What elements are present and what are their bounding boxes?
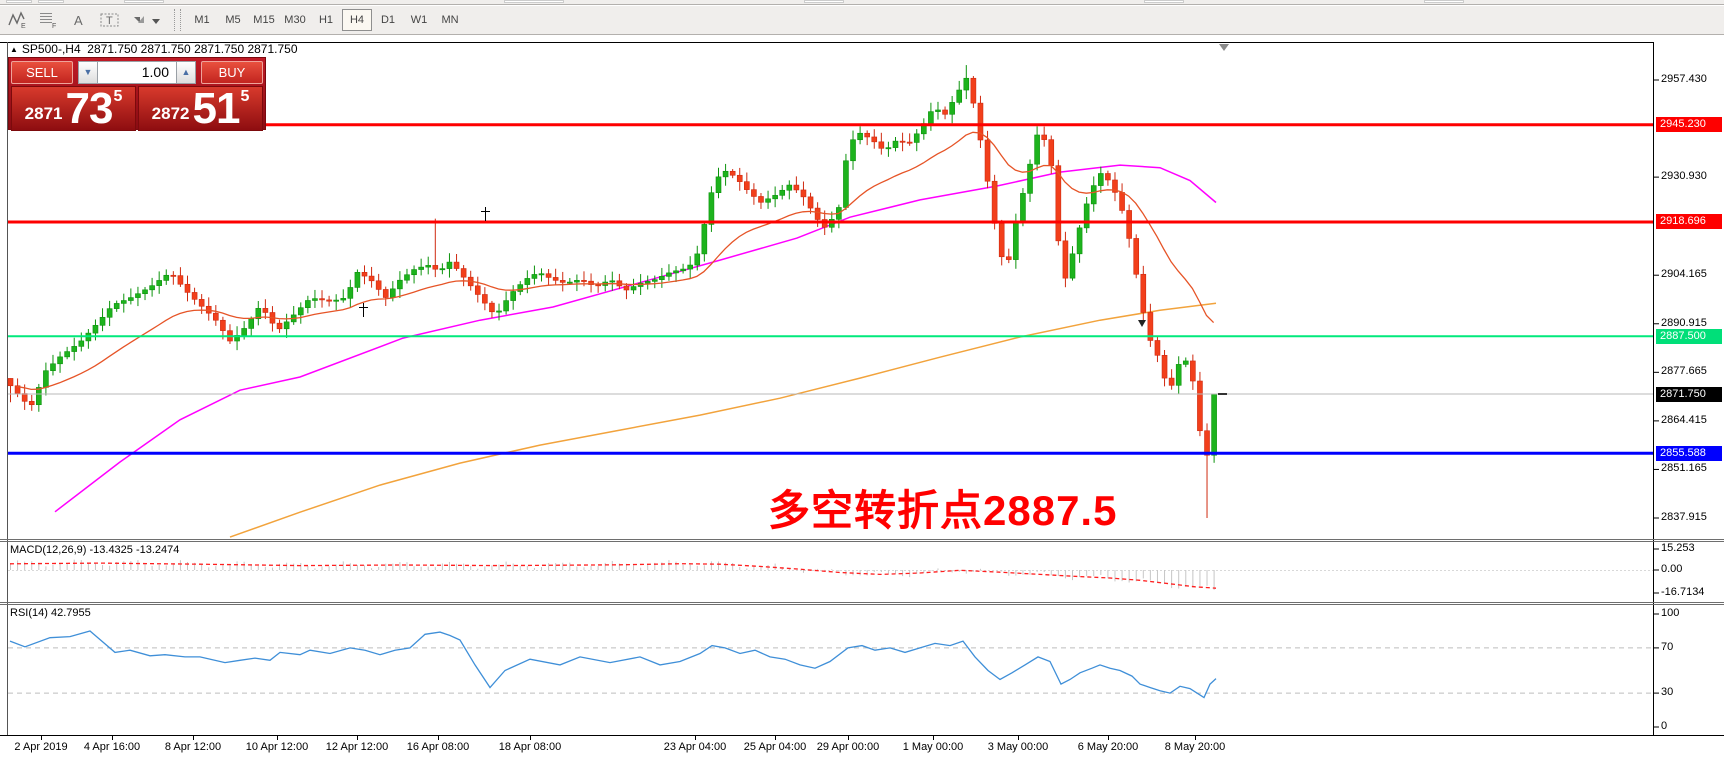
time-tick-label: 3 May 00:00 [987, 741, 1049, 753]
cropped-toolbar-strip [0, 0, 1724, 5]
sell-price-big: 73 [65, 84, 113, 133]
last-price-dash [1218, 393, 1227, 395]
mid-ma-line [54, 164, 1217, 513]
timeframe-button-W1[interactable]: W1 [410, 14, 428, 26]
cropped-button [504, 0, 564, 3]
time-tick-label: 23 Apr 04:00 [663, 741, 727, 753]
price-badge-2945.230: 2945.230 [1656, 117, 1722, 132]
timeframe-button-D1[interactable]: D1 [380, 14, 396, 26]
time-tick-label: 10 Apr 12:00 [245, 741, 309, 753]
macd-indicator-label: MACD(12,26,9) -13.4325 -13.2474 [10, 544, 180, 556]
symbol-period-label: SP500-,H4 [21, 42, 81, 56]
time-tick-label: 8 May 20:00 [1164, 741, 1226, 753]
rsi-tick-70: 70 [1661, 641, 1674, 653]
text-box-icon: T [100, 13, 119, 27]
text-box-tool-button[interactable]: T [96, 8, 124, 32]
price-tick-2957.430: 2957.430 [1661, 73, 1707, 85]
cropped-button [6, 0, 32, 3]
macd-histogram [10, 559, 1215, 590]
price-tick-2837.915: 2837.915 [1661, 511, 1707, 523]
chart-title: ▲ SP500-,H4 2871.750 2871.750 2871.750 28… [10, 42, 298, 56]
arrows-tool-button[interactable] [127, 8, 165, 32]
rsi-indicator-label: RSI(14) 42.7955 [10, 607, 91, 619]
elliott-wave-icon: E [8, 11, 26, 29]
timeframe-button-M15[interactable]: M15 [253, 14, 275, 26]
cropped-button [1424, 0, 1464, 3]
price-tick-2904.165: 2904.165 [1661, 268, 1707, 280]
price-tick-2890.915: 2890.915 [1661, 317, 1707, 329]
time-tick-label: 1 May 00:00 [902, 741, 964, 753]
price-tick-2930.930: 2930.930 [1661, 170, 1707, 182]
volume-decrease-button[interactable]: ▼ [78, 61, 98, 84]
rsi-line [9, 630, 1217, 699]
cropped-button [124, 0, 164, 3]
rsi-tick-30: 30 [1661, 686, 1674, 698]
chart-shift-marker [1219, 44, 1229, 51]
sell-price-display[interactable]: 2871 73 5 [11, 86, 136, 131]
timeframe-button-H1[interactable]: H1 [318, 14, 334, 26]
time-tick-label: 25 Apr 04:00 [743, 741, 807, 753]
elliott-wave-tool-button[interactable]: E [3, 8, 31, 32]
price-tick-2864.415: 2864.415 [1661, 414, 1707, 426]
fast-ma-line [16, 131, 1215, 391]
buy-price-display[interactable]: 2872 51 5 [138, 86, 263, 131]
sell-price-small: 2871 [24, 104, 63, 123]
macd-tick--16.7134: -16.7134 [1661, 586, 1705, 598]
text-label-tool-button[interactable]: A [65, 8, 93, 32]
svg-text:E: E [21, 23, 26, 29]
price-tick-2851.165: 2851.165 [1661, 462, 1707, 474]
ohlc-values: 2871.750 2871.750 2871.750 2871.750 [87, 42, 298, 56]
fibonacci-grid-icon: F [40, 13, 56, 29]
rsi-tick-0: 0 [1661, 720, 1668, 732]
timeframe-button-MN[interactable]: MN [441, 14, 459, 26]
collapse-triangle-icon: ▲ [10, 45, 18, 54]
cropped-button [38, 0, 64, 3]
timeframe-button-M1[interactable]: M1 [194, 14, 210, 26]
timeframe-button-H4[interactable]: H4 [342, 9, 372, 31]
text-label-icon: A [74, 13, 83, 28]
cropped-button [1144, 0, 1184, 3]
price-badge-2887.500: 2887.500 [1656, 329, 1722, 344]
time-tick-label: 8 Apr 12:00 [164, 741, 222, 753]
fibonacci-grid-tool-button[interactable]: F [34, 8, 62, 32]
time-tick-label: 2 Apr 2019 [14, 741, 68, 753]
time-tick-label: 16 Apr 08:00 [406, 741, 470, 753]
svg-text:A: A [74, 13, 83, 28]
sell-price-sup: 5 [113, 88, 123, 105]
toolbar-separator [174, 9, 181, 31]
buy-price-sup: 5 [240, 88, 250, 105]
svg-text:T: T [106, 15, 113, 27]
one-click-trading-panel: SELL ▼ 1.00 ▲ BUY 2871 73 5 2872 51 5 [8, 57, 266, 131]
timeframe-button-group: M1 M5 M15 M30 H1 H4 D1 W1 MN [186, 9, 465, 31]
macd-signal-line [9, 562, 1217, 589]
price-badge-2855.588: 2855.588 [1656, 446, 1722, 461]
buy-button[interactable]: BUY [201, 61, 263, 84]
volume-input[interactable]: 1.00 [98, 61, 176, 84]
timeframe-button-M30[interactable]: M30 [284, 14, 306, 26]
drawing-toolbar: E F A T M1 M5 M15 M30 H1 H4 D1 W1 MN [0, 6, 1724, 35]
time-tick-label: 18 Apr 08:00 [498, 741, 562, 753]
buy-price-big: 51 [192, 84, 240, 133]
sell-button[interactable]: SELL [11, 61, 73, 84]
volume-increase-button[interactable]: ▲ [176, 61, 196, 84]
macd-tick-0.00: 0.00 [1661, 563, 1683, 575]
price-badge-2871.750: 2871.750 [1656, 387, 1722, 402]
svg-text:F: F [52, 23, 56, 29]
time-tick-label: 29 Apr 00:00 [816, 741, 880, 753]
sell-arrow-icon [1138, 320, 1146, 327]
arrows-icon [134, 16, 160, 24]
rsi-tick-100: 100 [1661, 607, 1680, 619]
time-tick-label: 12 Apr 12:00 [325, 741, 389, 753]
buy-price-small: 2872 [151, 104, 190, 123]
timeframe-button-M5[interactable]: M5 [225, 14, 241, 26]
price-tick-2877.665: 2877.665 [1661, 365, 1707, 377]
macd-tick-15.253: 15.253 [1661, 542, 1695, 554]
chart-annotation-text: 多空转折点2887.5 [768, 487, 1118, 534]
cropped-button [804, 0, 844, 3]
candlesticks [7, 65, 1217, 518]
time-tick-label: 4 Apr 16:00 [83, 741, 141, 753]
time-tick-label: 6 May 20:00 [1077, 741, 1139, 753]
price-badge-2918.696: 2918.696 [1656, 214, 1722, 229]
volume-stepper: ▼ 1.00 ▲ [78, 61, 196, 84]
